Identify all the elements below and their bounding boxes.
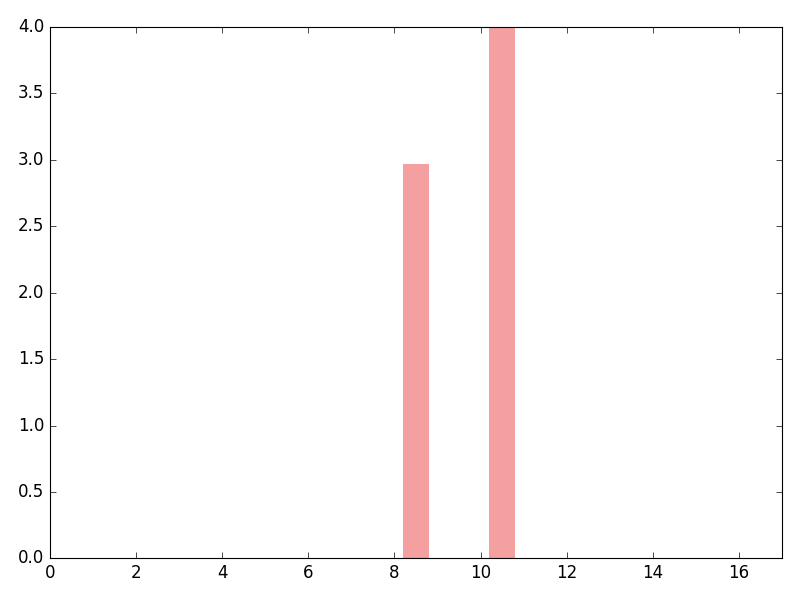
Bar [403, 164, 429, 559]
Bar [489, 27, 515, 559]
